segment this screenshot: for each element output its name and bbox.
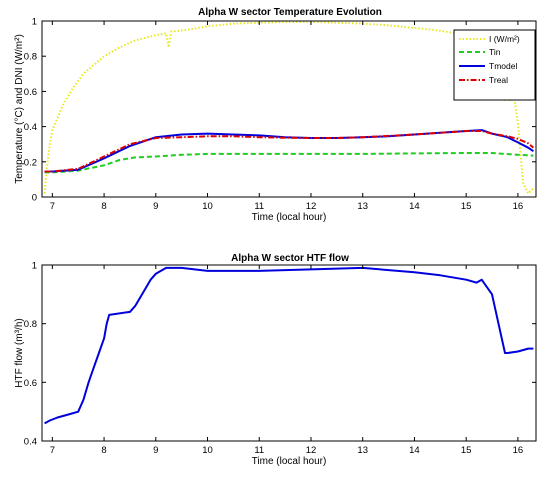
chart-2-series-layer (44, 266, 534, 425)
y-tick-label: 0.8 (24, 319, 37, 330)
chart-2-y-axis-label: HTF flow (m³/h) (14, 318, 25, 387)
chart-1-series-0-line (43, 20, 535, 195)
y-tick-label: 1 (32, 17, 37, 28)
x-tick-label: 9 (153, 201, 158, 212)
x-tick-label: 7 (50, 445, 55, 456)
chart-1-series-3-line (44, 130, 535, 173)
legend-label-tmodel: Tmodel (489, 61, 517, 71)
x-tick-label: 8 (101, 445, 106, 456)
x-tick-label: 16 (513, 201, 524, 212)
y-tick-label: 0.4 (24, 437, 37, 448)
x-tick-label: 15 (461, 201, 472, 212)
x-tick-label: 14 (409, 201, 420, 212)
x-tick-label: 9 (153, 445, 158, 456)
x-tick-label: 13 (357, 201, 368, 212)
y-tick-label: 0 (32, 193, 37, 204)
x-tick-label: 8 (101, 201, 106, 212)
chart-1-series-layer (43, 20, 535, 195)
x-tick-label: 15 (461, 445, 472, 456)
chart-2-ticks: 7 8 9 10 11 12 13 14 15 16 0.4 0.6 0.8 1 (24, 261, 536, 456)
chart-2-plot-frame (41, 264, 537, 442)
y-tick-label: 0.4 (24, 122, 37, 133)
x-tick-label: 12 (306, 445, 317, 456)
y-tick-label: 0.6 (24, 378, 37, 389)
htf-flow-chart: Alpha W sector HTF flow 7 8 9 10 11 12 13 14 15 1… (14, 253, 537, 467)
x-tick-label: 7 (50, 201, 55, 212)
chart-2-title: Alpha W sector HTF flow (231, 253, 349, 264)
chart-2-series-0-line (44, 266, 534, 425)
legend-label-tin: Tin (489, 47, 501, 57)
x-tick-label: 12 (306, 201, 317, 212)
x-tick-label: 11 (254, 445, 264, 456)
temperature-chart: Alpha W sector Temperature Evolution 7 8 9… (14, 7, 537, 223)
y-tick-label: 0.6 (24, 87, 37, 98)
y-tick-label: 1 (32, 261, 37, 272)
chart-1-ticks: 7 8 9 10 11 12 13 14 15 16 0 0.2 0.4 0.6 0.8 1 (24, 17, 536, 212)
x-tick-label: 11 (254, 201, 264, 212)
chart-1-y-axis-label: Temperature (°C) and DNI (W/m²) (14, 34, 25, 184)
legend-label-treal: Treal (489, 75, 508, 85)
y-tick-label: 0.2 (24, 157, 37, 168)
chart-1-x-axis-label: Time (local hour) (252, 212, 327, 223)
legend-label-irradiance: I (W/m²) (489, 34, 520, 44)
chart-2-x-axis-label: Time (local hour) (252, 456, 327, 467)
x-tick-label: 16 (513, 445, 524, 456)
chart-1-plot-frame (41, 20, 537, 198)
chart-1-legend: I (W/m²) Tin Tmodel Treal (453, 29, 536, 101)
y-tick-label: 0.8 (24, 52, 37, 63)
x-tick-label: 14 (409, 445, 420, 456)
x-tick-label: 13 (357, 445, 368, 456)
x-tick-label: 10 (202, 201, 213, 212)
chart-1-title: Alpha W sector Temperature Evolution (198, 7, 382, 18)
chart-1-series-1-line (44, 152, 534, 174)
x-tick-label: 10 (202, 445, 213, 456)
